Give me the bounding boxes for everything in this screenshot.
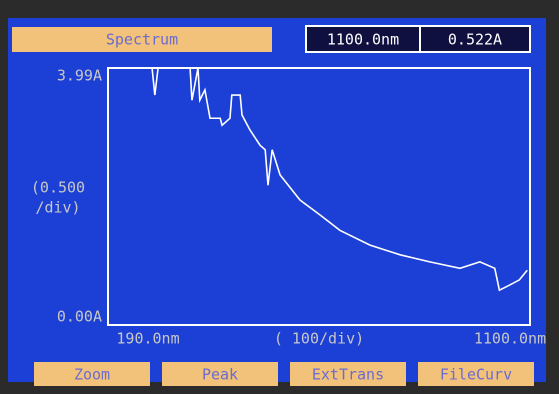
y-axis-label: (0.500	[31, 179, 85, 197]
page: Spectrum 1100.0nm 0.522A 3.99A 0.00A (0.50…	[0, 0, 559, 394]
x-axis-label: ( 100/div)	[274, 330, 364, 348]
x-tick-label: 190.0nm	[116, 330, 179, 348]
button-label[interactable]: Zoom	[74, 366, 110, 384]
absorbance-readout: 0.522A	[448, 31, 502, 49]
x-tick-label: 1100.0nm	[474, 330, 546, 348]
button-label[interactable]: Peak	[202, 366, 238, 384]
button-label[interactable]: ExtTrans	[312, 366, 384, 384]
wavelength-readout: 1100.0nm	[327, 31, 399, 49]
y-tick-label: 0.00A	[57, 308, 102, 326]
y-axis-label: /div)	[35, 199, 80, 217]
device-screen: Spectrum 1100.0nm 0.522A 3.99A 0.00A (0.50…	[0, 0, 559, 394]
button-label[interactable]: FileCurv	[440, 366, 512, 384]
title: Spectrum	[106, 31, 178, 49]
y-tick-label: 3.99A	[57, 67, 102, 85]
